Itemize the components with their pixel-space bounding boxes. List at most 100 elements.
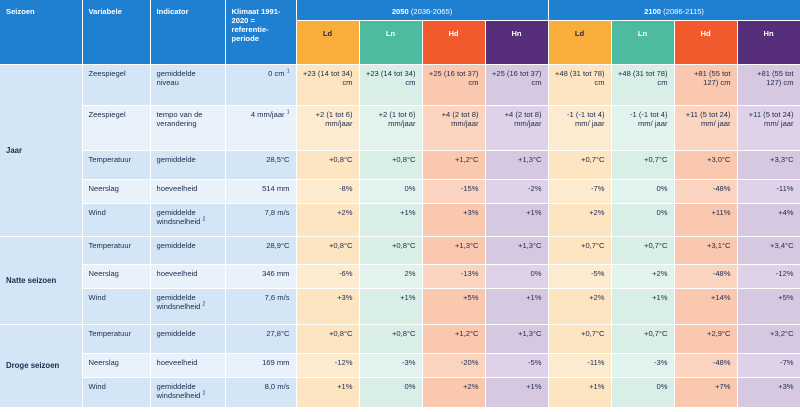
scenario-value-cell: +0,7°C: [548, 324, 612, 354]
scenario-value-cell: +3,4°C: [737, 236, 800, 265]
scenario-value: 0%: [656, 183, 668, 193]
reference-value: 8,0 m/s: [264, 381, 290, 391]
scenario-value-cell: +0,7°C: [548, 236, 612, 265]
indicator-text-wrap: tempo van de verandering: [151, 106, 225, 128]
indicator-text: gemiddelde: [156, 154, 196, 164]
scenario-value: +25 (16 tot 37) cm: [428, 68, 479, 87]
indicator-cell: gemiddelde niveau: [150, 64, 226, 106]
scenario-value-cell: +1,3°C: [485, 150, 549, 180]
scenario-value: +4%: [778, 207, 794, 217]
variabele-text: Neerslag: [88, 357, 119, 367]
variabele-text: Zeespiegel: [88, 109, 126, 119]
variabele-text: Temperatuur: [88, 328, 132, 338]
reference-value-wrap: 28,9°C: [226, 237, 296, 250]
scenario-value-cell: +5%: [737, 288, 800, 325]
scenario-label: Hd: [448, 28, 459, 38]
scenario-value-cell: +1%: [485, 377, 549, 408]
variabele-text: Zeespiegel: [88, 68, 126, 78]
scenario-value: +0,7°C: [644, 154, 668, 164]
scenario-value: -12%: [334, 357, 353, 367]
reference-value-cell: 169 mm: [225, 353, 297, 378]
indicator-text-wrap: hoeveelheid: [151, 265, 225, 278]
reference-value: 4 mm/jaar: [250, 109, 285, 119]
scenario-value: +81 (55 tot 127) cm: [694, 68, 731, 87]
reference-value: 7,6 m/s: [264, 292, 290, 302]
scenario-header-ld-2100: Ld: [548, 20, 612, 65]
scenario-header-hd-2050: Hd: [422, 20, 486, 65]
indicator-text-wrap: gemiddelde windsnelheid 2: [151, 204, 225, 226]
footnote-marker: 2: [202, 215, 206, 222]
scenario-value-cell: +81 (55 tot 127) cm: [737, 64, 800, 106]
indicator-text-wrap: gemiddelde: [151, 237, 225, 250]
scenario-value: +48 (31 tot 78) cm: [554, 68, 605, 87]
reference-value-wrap: 27,8°C: [226, 325, 296, 338]
scenario-value: +1,3°C: [518, 328, 542, 338]
season-label: Droge seizoen: [0, 324, 83, 408]
scenario-value-cell: +3,3°C: [737, 150, 800, 180]
scenario-value: -1 (-1 tot 4) mm/ jaar: [566, 109, 605, 128]
scenario-label: Hd: [700, 28, 711, 38]
scenario-value-cell: -1 (-1 tot 4) mm/ jaar: [611, 105, 675, 151]
variabele-text: Neerslag: [88, 268, 119, 278]
scenario-value-cell: +1%: [611, 288, 675, 325]
scenario-header-ld-2050: Ld: [296, 20, 360, 65]
scenario-value: +0,8°C: [328, 240, 353, 250]
season-name: Jaar: [6, 145, 23, 155]
scenario-header-hn-2050: Hn: [485, 20, 549, 65]
variabele-cell: Zeespiegel: [82, 105, 151, 151]
scenario-value-cell: -20%: [422, 353, 486, 378]
scenario-value-cell: +2%: [422, 377, 486, 408]
indicator-text-wrap: gemiddelde: [151, 151, 225, 164]
indicator-text: hoeveelheid: [156, 268, 198, 278]
scenario-header-ln-2050: Ln: [359, 20, 423, 65]
reference-value-cell: 346 mm: [225, 264, 297, 289]
indicator-cell: gemiddelde: [150, 324, 226, 354]
scenario-value: +1,2°C: [454, 154, 479, 164]
indicator-text: gemiddelde: [156, 328, 196, 338]
scenario-value-cell: -11%: [548, 353, 612, 378]
indicator-cell: gemiddelde windsnelheid 2: [150, 377, 226, 408]
reference-value-wrap: 169 mm: [226, 354, 296, 367]
reference-value-cell: 8,0 m/s: [225, 377, 297, 408]
reference-value: 169 mm: [262, 357, 290, 367]
scenario-value: -12%: [775, 268, 794, 278]
scenario-label: Ld: [322, 28, 333, 38]
table-row: Wind gemiddelde windsnelheid 2 7,6 m/s +3% +…: [0, 288, 800, 325]
scenario-value-cell: -3%: [359, 353, 423, 378]
scenario-value: +1%: [526, 207, 542, 217]
reference-value-wrap: 7,8 m/s: [226, 204, 296, 217]
scenario-value-cell: +1%: [485, 203, 549, 237]
indicator-cell: gemiddelde: [150, 150, 226, 180]
table-row: Neerslag hoeveelheid 514 mm -8% 0% -15% -2% -7%…: [0, 179, 800, 204]
footnote-marker: 1: [286, 67, 290, 74]
scenario-label: Ln: [637, 28, 648, 38]
scenario-value: +25 (16 tot 37) cm: [491, 68, 542, 87]
table-row: Wind gemiddelde windsnelheid 2 8,0 m/s +1% 0…: [0, 377, 800, 408]
reference-value-cell: 0 cm 1: [225, 64, 297, 106]
scenario-value-cell: +0,7°C: [611, 150, 675, 180]
scenario-value: +7%: [715, 381, 731, 391]
indicator-text: hoeveelheid: [156, 357, 198, 367]
variabele-cell: Temperatuur: [82, 150, 151, 180]
scenario-value-cell: +2,9°C: [674, 324, 738, 354]
variabele-cell: Neerslag: [82, 179, 151, 204]
table-row: Zeespiegel tempo van de verandering 4 mm/j…: [0, 105, 800, 151]
scenario-value-cell: 0%: [611, 203, 675, 237]
scenario-value: +2 (1 tot 6) mm/jaar: [315, 109, 353, 128]
scenario-value-cell: +3%: [422, 203, 486, 237]
scenario-value: +3,3°C: [770, 154, 794, 164]
indicator-cell: gemiddelde: [150, 236, 226, 265]
scenario-value: -11%: [776, 183, 794, 193]
variabele-cell: Wind: [82, 377, 151, 408]
scenario-value-cell: +1,3°C: [485, 324, 549, 354]
indicator-text-wrap: gemiddelde windsnelheid 2: [151, 289, 225, 311]
scenario-value-cell: -11%: [737, 179, 800, 204]
scenario-value: +14%: [710, 292, 731, 302]
indicator-text: tempo van de verandering: [156, 109, 203, 128]
variabele-text: Temperatuur: [88, 240, 132, 250]
scenario-value-cell: +2 (1 tot 6) mm/jaar: [296, 105, 360, 151]
scenario-value: +2%: [337, 207, 353, 217]
scenario-value: +0,7°C: [581, 154, 605, 164]
scenario-value-cell: +1%: [359, 203, 423, 237]
scenario-value-cell: +81 (55 tot 127) cm: [674, 64, 738, 106]
